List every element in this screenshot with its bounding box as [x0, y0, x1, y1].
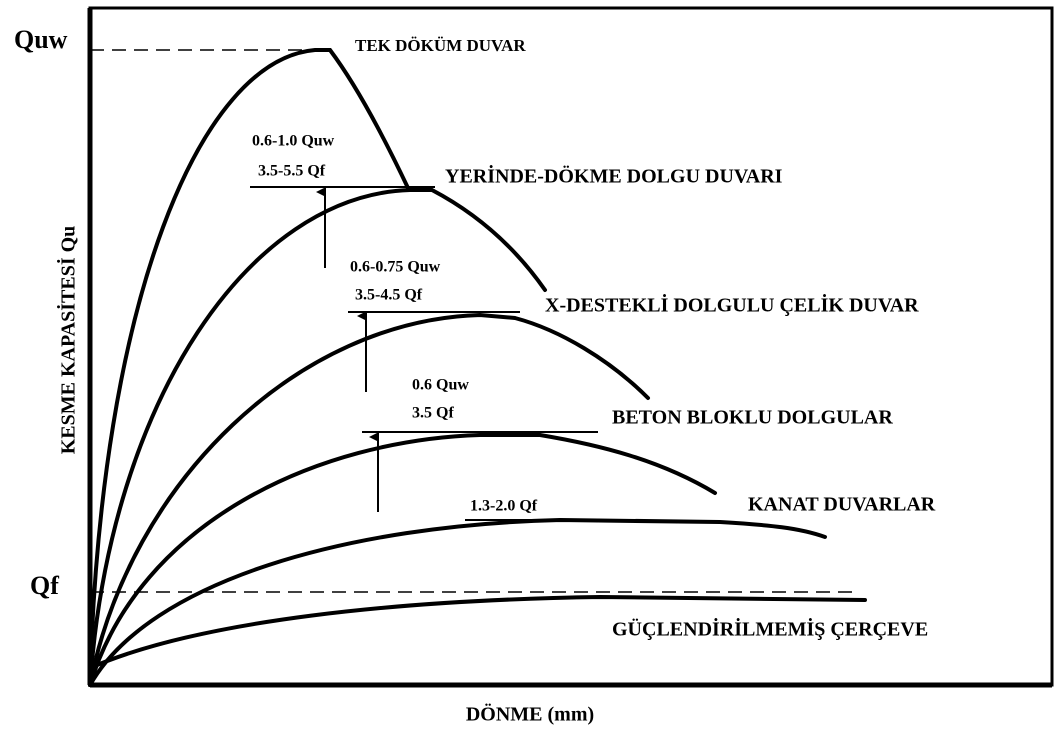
annotation: 3.5 Qf [412, 405, 454, 422]
curve-label: BETON BLOKLU DOLGULAR [612, 407, 893, 429]
annotation: 3.5-5.5 Qf [258, 163, 326, 180]
curve [88, 188, 547, 687]
curve-label: TEK DÖKÜM DUVAR [355, 36, 526, 55]
y-axis-label: KESME KAPASİTESİ Qu [56, 226, 80, 455]
curve-label: KANAT DUVARLAR [748, 494, 936, 516]
annotation: 1.3-2.0 Qf [470, 498, 538, 515]
curve [88, 48, 410, 687]
annotation: 0.6-0.75 Quw [350, 259, 441, 276]
annotation: 3.5-4.5 Qf [355, 287, 423, 304]
curve [88, 312, 650, 687]
quw-label: Quw [14, 25, 68, 54]
curve-label: YERİNDE-DÖKME DOLGU DUVARI [445, 164, 783, 188]
curve [88, 517, 827, 687]
annotation: 0.6-1.0 Quw [252, 133, 335, 150]
curve-label: X-DESTEKLİ DOLGULU ÇELİK DUVAR [545, 293, 919, 317]
curve-label: GÜÇLENDİRİLMEMİŞ ÇERÇEVE [612, 617, 928, 641]
annotation: 0.6 Quw [412, 377, 469, 394]
curve [88, 594, 867, 670]
plot-frame [88, 6, 1054, 687]
x-axis-label: DÖNME (mm) [466, 703, 594, 726]
curve [88, 433, 717, 687]
qf-label: Qf [30, 571, 59, 600]
